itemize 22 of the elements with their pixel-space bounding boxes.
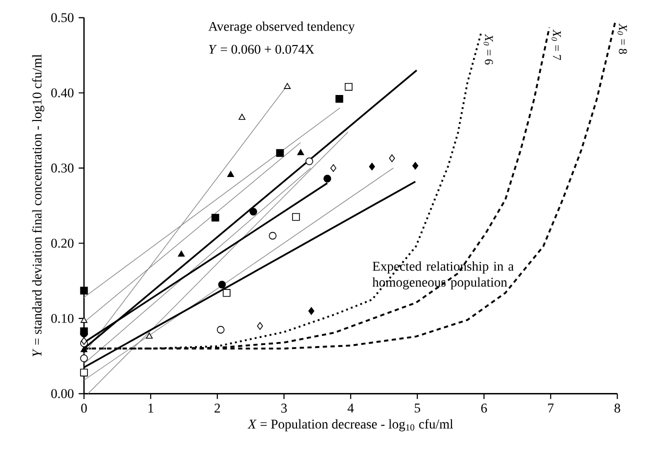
x-tick-label: 8: [614, 404, 620, 413]
y-tick-label: 0.40: [51, 88, 74, 98]
y-axis-title: Y = standard deviation final concentration - log10 cfu/ml: [32, 54, 44, 356]
text: X$_{0}$ = 7: [552, 29, 561, 60]
y-tick-label: 0.00: [51, 389, 74, 398]
x-tick-label: 4: [348, 404, 354, 412]
text: X$_{0}$ = 6: [484, 34, 493, 65]
annotation: Y = 0.060 + 0.074X: [209, 44, 314, 54]
annotation: Average observed tendency: [208, 22, 355, 34]
y-tick-label: 0.20: [51, 238, 74, 248]
y-tick-label: 0.50: [51, 13, 74, 22]
x-tick-label: 5: [414, 404, 420, 412]
x-tick-label: 0: [81, 404, 87, 413]
y-tick-label: 0.30: [51, 164, 74, 173]
x-tick-label: 7: [548, 404, 554, 412]
x-tick-label: 6: [481, 404, 487, 413]
x-axis-title: X = Population decrease - log$_{10}$ cfu/ml: [248, 419, 454, 432]
text: X$_{0}$ = 8: [618, 23, 627, 54]
x-tick-label: 1: [148, 404, 154, 412]
x-tick-label: 3: [281, 404, 287, 413]
x-tick-label: 2: [214, 404, 220, 412]
y-tick-label: 0.10: [51, 314, 74, 323]
